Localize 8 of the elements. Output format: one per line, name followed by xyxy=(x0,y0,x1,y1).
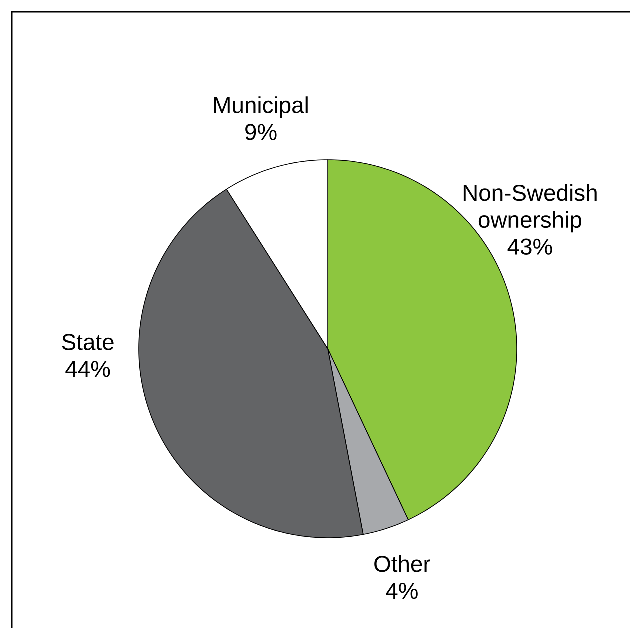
data-label: 4% xyxy=(386,583,418,600)
slice-label: Municipal xyxy=(214,96,308,118)
slice-label: Other xyxy=(374,555,430,572)
data-label: 43% xyxy=(508,238,552,255)
data-label: 44% xyxy=(66,361,110,378)
slice-label: Non-Swedish ownership xyxy=(464,184,597,233)
slice-label: State xyxy=(62,334,114,350)
data-label: 9% xyxy=(246,124,277,140)
